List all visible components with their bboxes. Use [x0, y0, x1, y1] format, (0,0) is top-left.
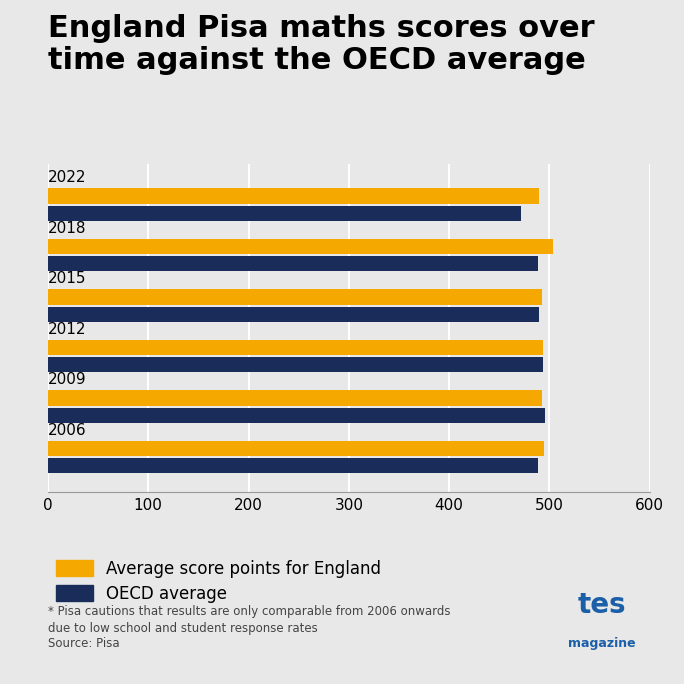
Legend: Average score points for England, OECD average: Average score points for England, OECD a… — [56, 560, 381, 603]
Text: magazine: magazine — [568, 637, 635, 650]
Bar — [48, 239, 553, 254]
Text: * Pisa cautions that results are only comparable from 2006 onwards
due to low sc: * Pisa cautions that results are only co… — [48, 605, 450, 635]
Bar — [48, 458, 538, 473]
Bar — [48, 188, 540, 204]
Bar — [48, 256, 538, 272]
Text: England Pisa maths scores over
time against the OECD average: England Pisa maths scores over time agai… — [48, 14, 594, 75]
Bar — [48, 441, 544, 456]
Text: 2012: 2012 — [48, 322, 86, 337]
Bar — [48, 289, 542, 304]
Text: 2009: 2009 — [48, 372, 86, 387]
Bar — [48, 306, 540, 321]
Bar — [48, 357, 544, 372]
Text: 2022: 2022 — [48, 170, 86, 185]
Bar — [48, 391, 542, 406]
Text: Source: Pisa: Source: Pisa — [48, 637, 120, 650]
Text: 2015: 2015 — [48, 272, 86, 287]
Text: 2006: 2006 — [48, 423, 86, 438]
Bar — [48, 340, 544, 355]
Text: tes: tes — [577, 591, 627, 619]
Bar — [48, 408, 545, 423]
Bar — [48, 206, 521, 221]
Text: 2018: 2018 — [48, 221, 86, 236]
